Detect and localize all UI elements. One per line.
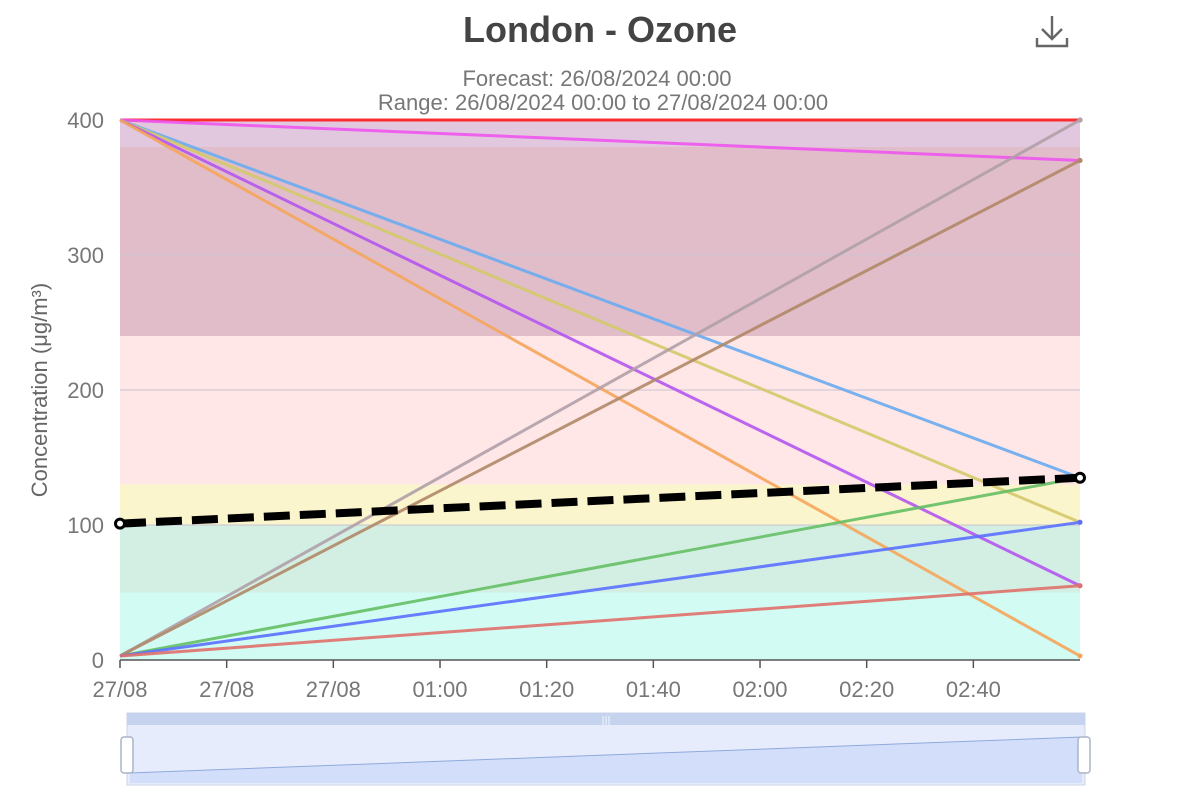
zoom-slider[interactable]: ||| bbox=[120, 712, 1091, 786]
zoom-slider-preview-line bbox=[129, 736, 1083, 774]
series-line-11 bbox=[119, 473, 1081, 528]
series-6-end-point bbox=[1077, 117, 1083, 123]
zoom-slider-right-handle[interactable] bbox=[1077, 736, 1091, 774]
series-line-10 bbox=[119, 584, 1081, 658]
series-line-2 bbox=[119, 118, 1081, 480]
x-tick-label-1: 27/08 bbox=[199, 677, 254, 702]
band-0 bbox=[120, 592, 1080, 660]
x-tick-label-6: 02:00 bbox=[732, 677, 787, 702]
x-tick-label-2: 27/08 bbox=[306, 677, 361, 702]
y-tick-label-3: 300 bbox=[67, 243, 104, 268]
band-5 bbox=[120, 120, 1080, 147]
x-tick-label-7: 02:20 bbox=[839, 677, 894, 702]
download-icon[interactable] bbox=[1030, 12, 1074, 52]
y-tick-label-2: 200 bbox=[67, 378, 104, 403]
threshold-bands bbox=[120, 120, 1080, 660]
zoom-slider-grip-icon[interactable]: ||| bbox=[601, 716, 610, 726]
series-line-6 bbox=[119, 118, 1081, 658]
y-axis-label: Concentration (μg/m³) bbox=[27, 283, 52, 497]
x-tick-label-0: 27/08 bbox=[92, 677, 147, 702]
y-tick-label-0: 0 bbox=[92, 648, 104, 673]
zoom-slider-top-bar[interactable] bbox=[127, 713, 1085, 725]
axes: 0 100 200 300 400 27/08 27/08 27/08 01:00 01:20 01… bbox=[67, 108, 1080, 702]
y-tick-label-1: 100 bbox=[67, 513, 104, 538]
series-layer bbox=[114, 117, 1086, 659]
series-10-end-point bbox=[1077, 583, 1083, 589]
series-7-end-point bbox=[1077, 158, 1083, 163]
series-11-point-0 bbox=[114, 517, 126, 530]
chart-subtitle-forecast: Forecast: 26/08/2024 00:00 bbox=[462, 66, 731, 91]
series-line-9 bbox=[119, 520, 1081, 658]
series-11-point-1 bbox=[1074, 471, 1086, 484]
band-4 bbox=[120, 147, 1080, 336]
series-line-7 bbox=[119, 159, 1081, 658]
x-tick-label-3: 01:00 bbox=[412, 677, 467, 702]
series-line-8 bbox=[119, 476, 1081, 658]
series-9-end-point bbox=[1077, 519, 1083, 525]
band-3 bbox=[120, 336, 1080, 485]
chart-subtitle-range: Range: 26/08/2024 00:00 to 27/08/2024 00… bbox=[378, 90, 828, 115]
x-tick-label-5: 01:40 bbox=[626, 677, 681, 702]
series-line-1 bbox=[119, 118, 1081, 162]
series-line-3 bbox=[119, 118, 1081, 524]
download-button[interactable] bbox=[1030, 12, 1074, 52]
zoom-slider-left-handle[interactable] bbox=[120, 736, 134, 774]
chart-title: London - Ozone bbox=[463, 9, 737, 50]
series-5-end-point bbox=[1077, 653, 1083, 659]
y-tick-label-4: 400 bbox=[67, 108, 104, 133]
x-tick-label-8: 02:40 bbox=[946, 677, 1001, 702]
band-1 bbox=[120, 525, 1080, 593]
x-tick-label-4: 01:20 bbox=[519, 677, 574, 702]
zoom-slider-preview bbox=[130, 737, 1082, 783]
